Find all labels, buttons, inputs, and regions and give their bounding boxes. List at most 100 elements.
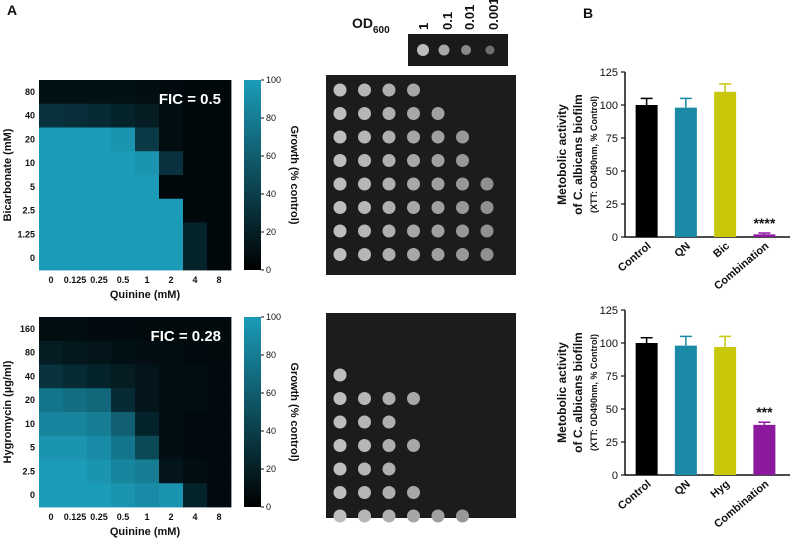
heatmap-cell — [159, 483, 184, 508]
heatmap-cell — [183, 151, 208, 176]
heatmap-cell — [159, 175, 184, 200]
heatmap-cell — [183, 483, 208, 508]
y-tick-label: 20 — [25, 134, 35, 144]
heatmap-cell — [207, 151, 232, 176]
heatmap-cell — [183, 80, 208, 105]
colony-spot — [407, 130, 420, 144]
colony-spot — [333, 486, 347, 499]
colony-spot — [431, 154, 445, 167]
heatmap-cell — [207, 127, 232, 152]
heatmap-cell — [63, 103, 88, 128]
heatmap-cell — [111, 198, 136, 223]
colorbar — [244, 317, 261, 507]
y-tick-label: 5 — [30, 443, 35, 453]
colony-spot — [382, 130, 396, 144]
colony-spot — [456, 248, 469, 261]
heatmap-cell — [207, 222, 232, 247]
heatmap-cell — [63, 388, 88, 413]
colony-spot — [407, 509, 420, 523]
x-tick-label: 4 — [192, 512, 197, 522]
y-axis-label-line: Metobolic activity — [555, 342, 569, 443]
panel-label-b: B — [583, 5, 593, 21]
heatmap-cell — [63, 198, 88, 223]
colony-spot — [333, 509, 347, 523]
x-tick-label: 4 — [192, 275, 197, 285]
colorbar-tick-label: 100 — [266, 75, 281, 85]
heatmap-cell — [63, 317, 88, 342]
colony-spot — [382, 439, 396, 452]
heatmap-cell — [87, 388, 112, 413]
od-label-main: OD — [352, 15, 373, 31]
heatmap-cell — [63, 151, 88, 176]
colony-spot — [407, 392, 420, 405]
colony-spot — [358, 509, 371, 523]
od-value-1: 1 — [416, 23, 431, 30]
heatmap-cell — [39, 388, 64, 413]
colony-spot — [358, 439, 371, 452]
heatmap-cell — [87, 103, 112, 128]
x-tick-label: 0.5 — [117, 275, 130, 285]
heatmap-cell — [63, 175, 88, 200]
colorbar — [244, 80, 261, 270]
bar — [674, 107, 697, 237]
heatmap-cell — [159, 364, 184, 389]
y-tick-label: 0 — [612, 470, 618, 482]
colony-spot — [358, 83, 371, 97]
significance-marker: *** — [756, 404, 773, 420]
colony-spot — [358, 177, 371, 191]
fic-label: FIC = 0.28 — [151, 328, 221, 345]
colony-spot — [407, 224, 420, 238]
colony-spot — [382, 154, 396, 167]
heatmap-cell — [207, 364, 232, 389]
colony-spot — [358, 486, 371, 499]
colony-spot — [333, 368, 347, 382]
colony-spot — [382, 201, 396, 214]
heatmap-cell — [63, 340, 88, 365]
heatmap-cell — [159, 435, 184, 460]
colony-spot — [431, 224, 445, 238]
y-tick-label: 1.25 — [17, 229, 35, 239]
colony-spot — [431, 201, 445, 214]
od-label: OD600 — [352, 15, 390, 36]
heatmap-cell — [207, 388, 232, 413]
heatmap-cell — [87, 317, 112, 342]
heatmap-cell — [63, 80, 88, 105]
heatmap-cell — [39, 127, 64, 152]
colony-spot — [456, 154, 469, 167]
y-tick-label: 125 — [600, 67, 618, 79]
colony-spot — [333, 224, 347, 238]
colony-spot — [480, 248, 494, 261]
heatmap-cell — [159, 388, 184, 413]
heatmap-cell — [111, 459, 136, 484]
heatmap-cell — [183, 222, 208, 247]
colony-spot — [358, 462, 371, 476]
heatmap-cell — [207, 483, 232, 508]
heatmap-cell — [135, 317, 160, 342]
x-tick-label: 1 — [144, 512, 149, 522]
heatmap-cell — [111, 246, 136, 271]
heatmap-cell — [87, 435, 112, 460]
heatmap-cell — [39, 103, 64, 128]
heatmap-cell — [39, 198, 64, 223]
x-tick-label: 0.5 — [117, 512, 130, 522]
heatmap-cell — [111, 222, 136, 247]
heatmap-cell — [159, 151, 184, 176]
colony-spot — [382, 415, 396, 429]
heatmap-cell — [39, 222, 64, 247]
y-tick-label: 0 — [612, 232, 618, 244]
heatmap-cell — [39, 435, 64, 460]
heatmap-cell — [111, 317, 136, 342]
heatmap-cell — [207, 103, 232, 128]
y-tick-label: 100 — [600, 338, 618, 350]
y-tick-label: 10 — [25, 158, 35, 168]
heatmap-cell — [207, 459, 232, 484]
x-tick-label: 2 — [168, 275, 173, 285]
heatmap-cell — [135, 459, 160, 484]
od-reference-plate — [408, 34, 508, 66]
y-axis-label: Bicarbonate (mM) — [2, 128, 14, 221]
colorbar-tick-label: 20 — [266, 227, 276, 237]
heatmap-cell — [111, 340, 136, 365]
